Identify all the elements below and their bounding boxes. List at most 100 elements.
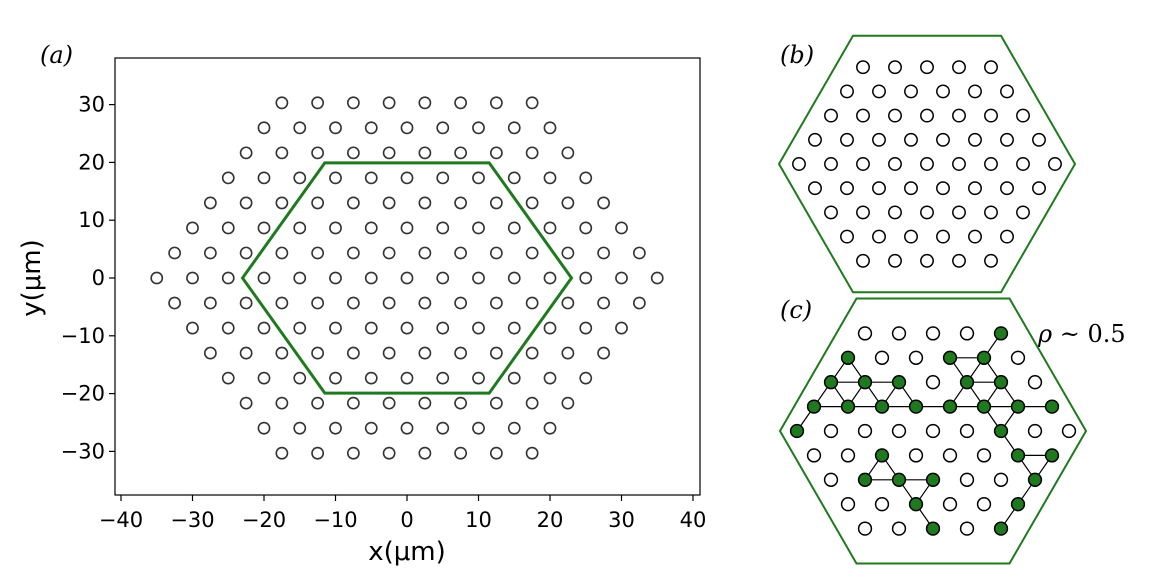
atom — [615, 221, 628, 235]
atom — [275, 396, 289, 410]
y-axis-title: y(μm) — [17, 239, 47, 317]
atom — [489, 96, 503, 110]
occupied-atom — [1010, 497, 1026, 512]
atom — [436, 371, 450, 385]
atom — [382, 196, 396, 210]
x-tick-label: −10 — [313, 508, 357, 532]
atom — [293, 121, 307, 135]
atom — [400, 371, 414, 385]
atom — [472, 421, 485, 435]
occupied-atom — [857, 375, 873, 390]
atom — [418, 296, 432, 310]
atom — [507, 171, 521, 185]
atom — [525, 96, 539, 110]
atom — [904, 84, 918, 99]
atom — [543, 221, 557, 235]
atom — [1048, 157, 1062, 171]
atom — [489, 296, 503, 310]
atom — [920, 60, 934, 75]
atom — [952, 253, 966, 268]
empty-site — [908, 448, 924, 463]
empty-site — [1010, 350, 1026, 365]
atom — [168, 246, 182, 260]
atom — [150, 271, 164, 285]
atom — [561, 346, 575, 360]
atom — [1000, 229, 1014, 244]
atom — [561, 146, 575, 160]
y-tick-label: 20 — [78, 150, 105, 174]
atom — [311, 196, 325, 210]
occupied-atom — [976, 399, 992, 414]
atom — [525, 246, 539, 260]
atom — [311, 346, 325, 360]
atom — [968, 181, 982, 196]
atom — [311, 396, 325, 410]
atom — [597, 346, 611, 360]
atom — [329, 371, 342, 385]
atom — [920, 253, 934, 268]
occupied-atom — [925, 472, 941, 487]
x-tick-label: 40 — [680, 508, 707, 532]
atom — [489, 446, 503, 460]
atom — [1032, 132, 1046, 147]
atom — [872, 132, 886, 147]
atom-array — [150, 96, 664, 460]
atom — [293, 371, 307, 385]
empty-site — [959, 326, 975, 341]
atom — [346, 446, 360, 460]
occupied-atom — [891, 375, 907, 390]
atom — [525, 146, 539, 160]
atom — [418, 96, 432, 110]
x-tick-label: 0 — [400, 508, 413, 532]
atom — [257, 171, 271, 185]
empty-site — [1061, 423, 1077, 439]
atom — [579, 171, 593, 185]
empty-site — [806, 448, 822, 463]
atom — [311, 446, 325, 460]
occupied-atom — [806, 399, 822, 414]
empty-site — [942, 497, 958, 512]
atom — [489, 146, 503, 160]
atom — [239, 246, 253, 260]
atom — [382, 146, 396, 160]
atom — [382, 446, 396, 460]
atom — [436, 171, 450, 185]
atom — [418, 446, 432, 460]
atom — [346, 346, 360, 360]
atom — [632, 246, 646, 260]
rho-symbol: ρ — [1037, 320, 1052, 348]
empty-site — [925, 326, 941, 341]
occupied-atom — [993, 521, 1009, 536]
atom — [203, 246, 217, 260]
atom — [293, 421, 307, 435]
atom — [400, 321, 414, 335]
atom — [920, 157, 934, 171]
atom — [1000, 132, 1014, 147]
empty-site — [874, 497, 890, 512]
atom — [329, 271, 342, 285]
atom — [489, 196, 503, 210]
atom — [840, 229, 854, 244]
atom — [221, 221, 235, 235]
highlight-hexagon — [240, 161, 574, 395]
atom — [615, 321, 628, 335]
x-tick-label: −40 — [99, 508, 143, 532]
atom — [364, 371, 378, 385]
atom — [454, 196, 468, 210]
atom — [454, 246, 468, 260]
atom — [329, 321, 342, 335]
panel-b-hexagon — [777, 34, 1077, 294]
atom — [888, 108, 902, 123]
atom — [311, 146, 325, 160]
occupied-atom — [942, 399, 958, 414]
occupied-atom — [840, 350, 856, 365]
atom — [872, 181, 886, 196]
atom — [824, 205, 838, 220]
occupied-atom — [942, 350, 958, 365]
atom — [186, 321, 199, 335]
atom — [1000, 181, 1014, 196]
atom — [400, 221, 414, 235]
atom — [888, 253, 902, 268]
atom — [920, 205, 934, 220]
